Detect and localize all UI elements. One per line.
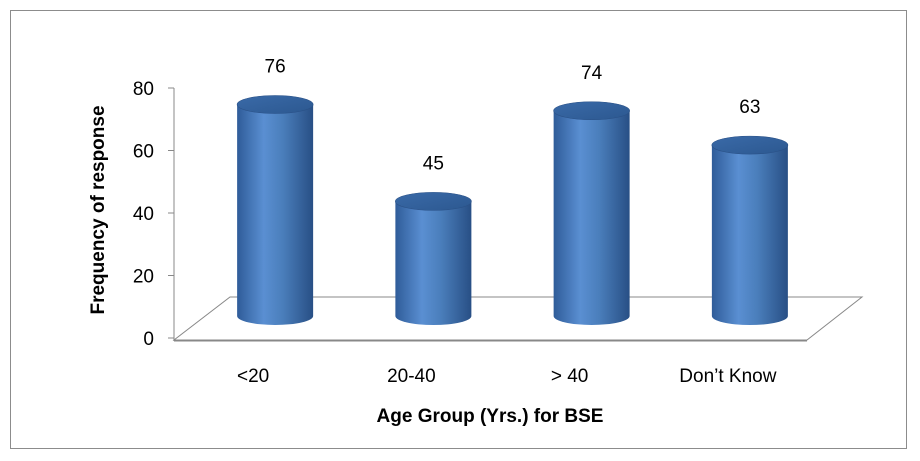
x-tick-label: > 40 (551, 366, 589, 387)
y-tick-label: 80 (133, 79, 154, 100)
y-tick-label: 60 (133, 142, 154, 163)
bar-body (395, 201, 472, 325)
bar (236, 95, 314, 325)
data-label: 63 (739, 97, 760, 118)
bar (395, 192, 472, 325)
y-axis-ticks: 0 20 40 60 80 (133, 79, 174, 350)
y-tick-label: 20 (133, 267, 154, 288)
bar-top (553, 101, 630, 121)
bar (553, 101, 630, 325)
x-tick-label: 20-40 (387, 366, 436, 387)
data-labels: 76 45 74 63 (265, 57, 761, 175)
x-tick-label: Don’t Know (679, 366, 776, 387)
bars (236, 95, 789, 325)
data-label: 76 (265, 57, 286, 78)
bar-top (711, 135, 789, 155)
floor-plane (172, 296, 864, 341)
x-tick-label: <20 (237, 366, 269, 387)
bar-top (236, 95, 314, 114)
data-label: 45 (423, 153, 444, 174)
bar-top (395, 192, 472, 211)
y-tick-label: 0 (143, 329, 154, 350)
bar-body (237, 104, 314, 325)
bar (711, 135, 789, 325)
bar-body (711, 145, 788, 325)
y-axis-title: Frequency of response (88, 105, 109, 314)
x-axis-tick-labels: <20 20-40 > 40 Don’t Know (237, 366, 777, 387)
bar-body (553, 110, 630, 325)
x-axis-title: Age Group (Yrs.) for BSE (377, 406, 604, 427)
y-tick-label: 40 (133, 204, 154, 225)
data-label: 74 (581, 63, 603, 84)
